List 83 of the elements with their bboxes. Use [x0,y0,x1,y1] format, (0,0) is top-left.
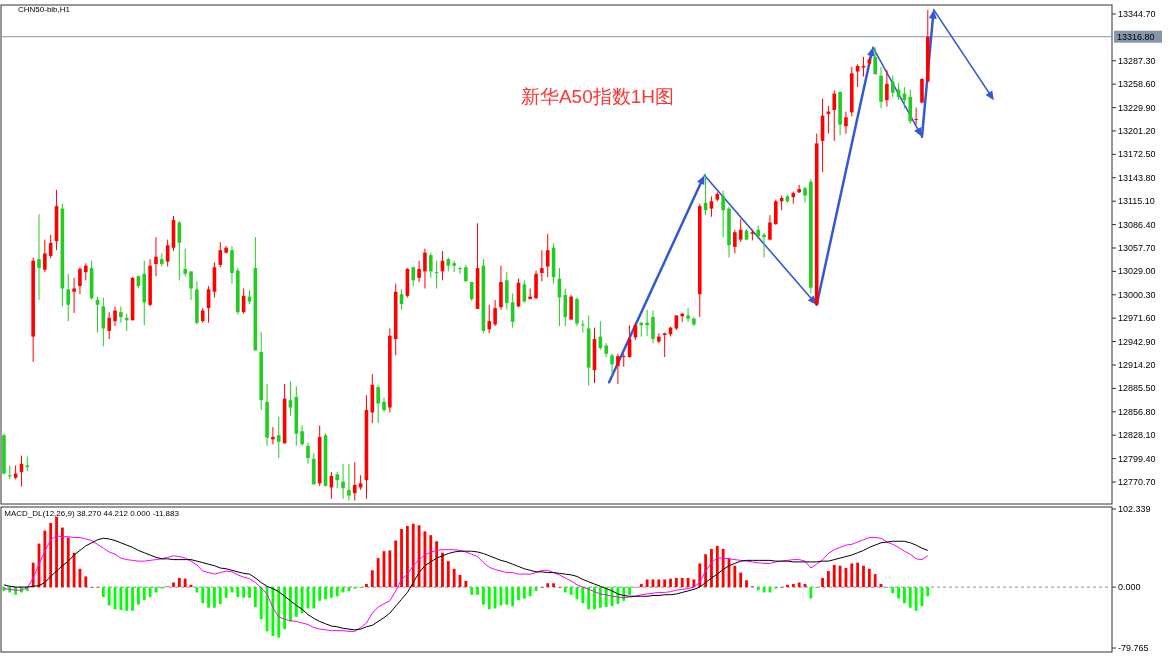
candlestick [218,241,223,268]
tick-label: 13143.80 [1118,172,1156,183]
ref-label: 13316.80 [1117,31,1155,42]
tick-label: 13344.70 [1118,8,1156,19]
candlestick [709,195,714,218]
candlestick [733,229,737,254]
candlestick [423,248,427,289]
candlestick [107,311,111,340]
candlestick [288,380,293,417]
candlestick [493,299,497,327]
title: 新华A50指数1H图 [520,86,675,107]
tick-label: 12799.40 [1118,453,1156,464]
candlestick [768,214,772,241]
candlestick [721,190,725,238]
candlestick [113,305,117,327]
candlestick [428,252,433,279]
candlestick [72,277,76,314]
tick-label: 13115.10 [1118,196,1155,207]
tick-label: 102.339 [1118,503,1151,514]
candlestick [616,353,620,385]
candlestick [183,248,187,277]
tick-label: 12856.80 [1118,406,1156,417]
tick-label: 12914.20 [1118,360,1156,370]
candlestick [119,305,123,324]
candlestick [7,464,12,480]
candlestick [78,266,82,295]
tick-label: 0.000 [1118,582,1141,593]
candlestick [154,236,158,277]
tick-label: 13086.40 [1118,219,1156,230]
candlestick [487,304,492,334]
candlestick [306,442,310,465]
tick-label: -79.765 [1118,643,1149,653]
candlestick [352,461,357,501]
candlestick [686,307,690,323]
candlestick [569,294,573,321]
candlestick [861,56,866,78]
candlestick [920,77,924,104]
candlestick [43,239,47,273]
candlestick [563,288,568,327]
candlestick [832,89,837,142]
candlestick [48,234,53,259]
candlestick [803,186,807,204]
candlestick [844,111,848,135]
candlestick [189,270,193,301]
tick-label: 13287.30 [1118,55,1156,66]
title: MACD_DL(12,26,9) 38.270 44.212 0.000 -11.883 [4,509,179,518]
candlestick [300,424,304,447]
candlestick [621,353,626,368]
tick-label: 12942.90 [1118,336,1156,347]
tick-label: 13000.30 [1118,289,1156,300]
candlestick [914,106,918,126]
candlestick [581,319,585,334]
tick-label: 13229.90 [1118,102,1156,113]
candlestick [651,310,655,344]
candlestick [411,265,416,287]
candlestick [610,353,614,377]
tick-label: 12828.10 [1118,430,1156,441]
candlestick [773,199,778,226]
tick-label: 13258.60 [1118,79,1156,90]
tick-label: 13029.00 [1118,266,1156,277]
candlestick [540,249,544,282]
candlestick [417,260,421,283]
annotation: CHN50-bib,H1 [18,5,71,14]
candlestick [276,416,281,459]
candlestick [885,69,889,108]
candlestick [347,463,351,501]
candlestick [341,463,345,500]
candlestick [873,46,877,76]
candlestick [890,75,895,98]
candlestick [662,332,667,358]
candlestick [505,271,509,311]
candlestick [376,384,380,424]
tick-label: 13172.50 [1118,149,1156,160]
candlestick [458,265,462,275]
tick-label: 13201.20 [1118,125,1156,136]
candlestick [230,245,234,285]
tick-label: 13057.70 [1118,243,1156,253]
candlestick [545,233,550,278]
tick-label: 12971.60 [1118,313,1156,324]
candlestick [66,273,71,322]
candlestick [37,213,41,301]
tick-label: 12885.50 [1118,383,1156,394]
tick-label: 12770.70 [1118,477,1156,487]
